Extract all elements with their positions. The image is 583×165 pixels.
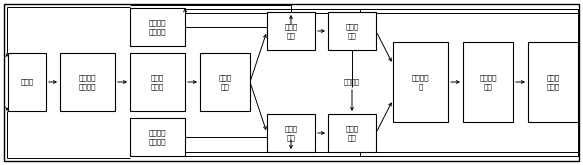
Text: 第二锁定
反馈回路: 第二锁定 反馈回路 xyxy=(149,129,166,145)
Text: 第一锁定
反馈回路: 第一锁定 反馈回路 xyxy=(149,19,166,35)
Text: 第二调
制器: 第二调 制器 xyxy=(285,125,297,141)
Bar xyxy=(130,53,185,111)
Bar xyxy=(267,114,315,152)
Bar xyxy=(393,42,448,122)
Text: 第一调
制器: 第一调 制器 xyxy=(285,23,297,39)
Text: 陀螺输出: 陀螺输出 xyxy=(344,79,360,85)
Bar xyxy=(328,12,376,50)
Bar xyxy=(328,114,376,152)
Bar xyxy=(60,53,115,111)
Bar xyxy=(8,53,46,111)
Text: 第一移
频器: 第一移 频器 xyxy=(346,23,359,39)
Text: 可调谐
激光器: 可调谐 激光器 xyxy=(151,74,164,90)
Bar xyxy=(130,118,185,156)
Text: 光电转换
模块: 光电转换 模块 xyxy=(479,74,497,90)
Bar xyxy=(130,8,185,46)
Bar xyxy=(267,12,315,50)
Text: 光学谐振
腔: 光学谐振 腔 xyxy=(412,74,429,90)
Text: 加法器: 加法器 xyxy=(20,79,34,85)
Text: 调制解
调模块: 调制解 调模块 xyxy=(546,74,560,90)
Text: 第三锁定
反馈回路: 第三锁定 反馈回路 xyxy=(79,74,96,90)
Bar xyxy=(200,53,250,111)
Text: 光学分
路器: 光学分 路器 xyxy=(219,74,231,90)
Bar xyxy=(463,42,513,122)
Bar xyxy=(528,42,578,122)
Text: 第二移
频器: 第二移 频器 xyxy=(346,125,359,141)
